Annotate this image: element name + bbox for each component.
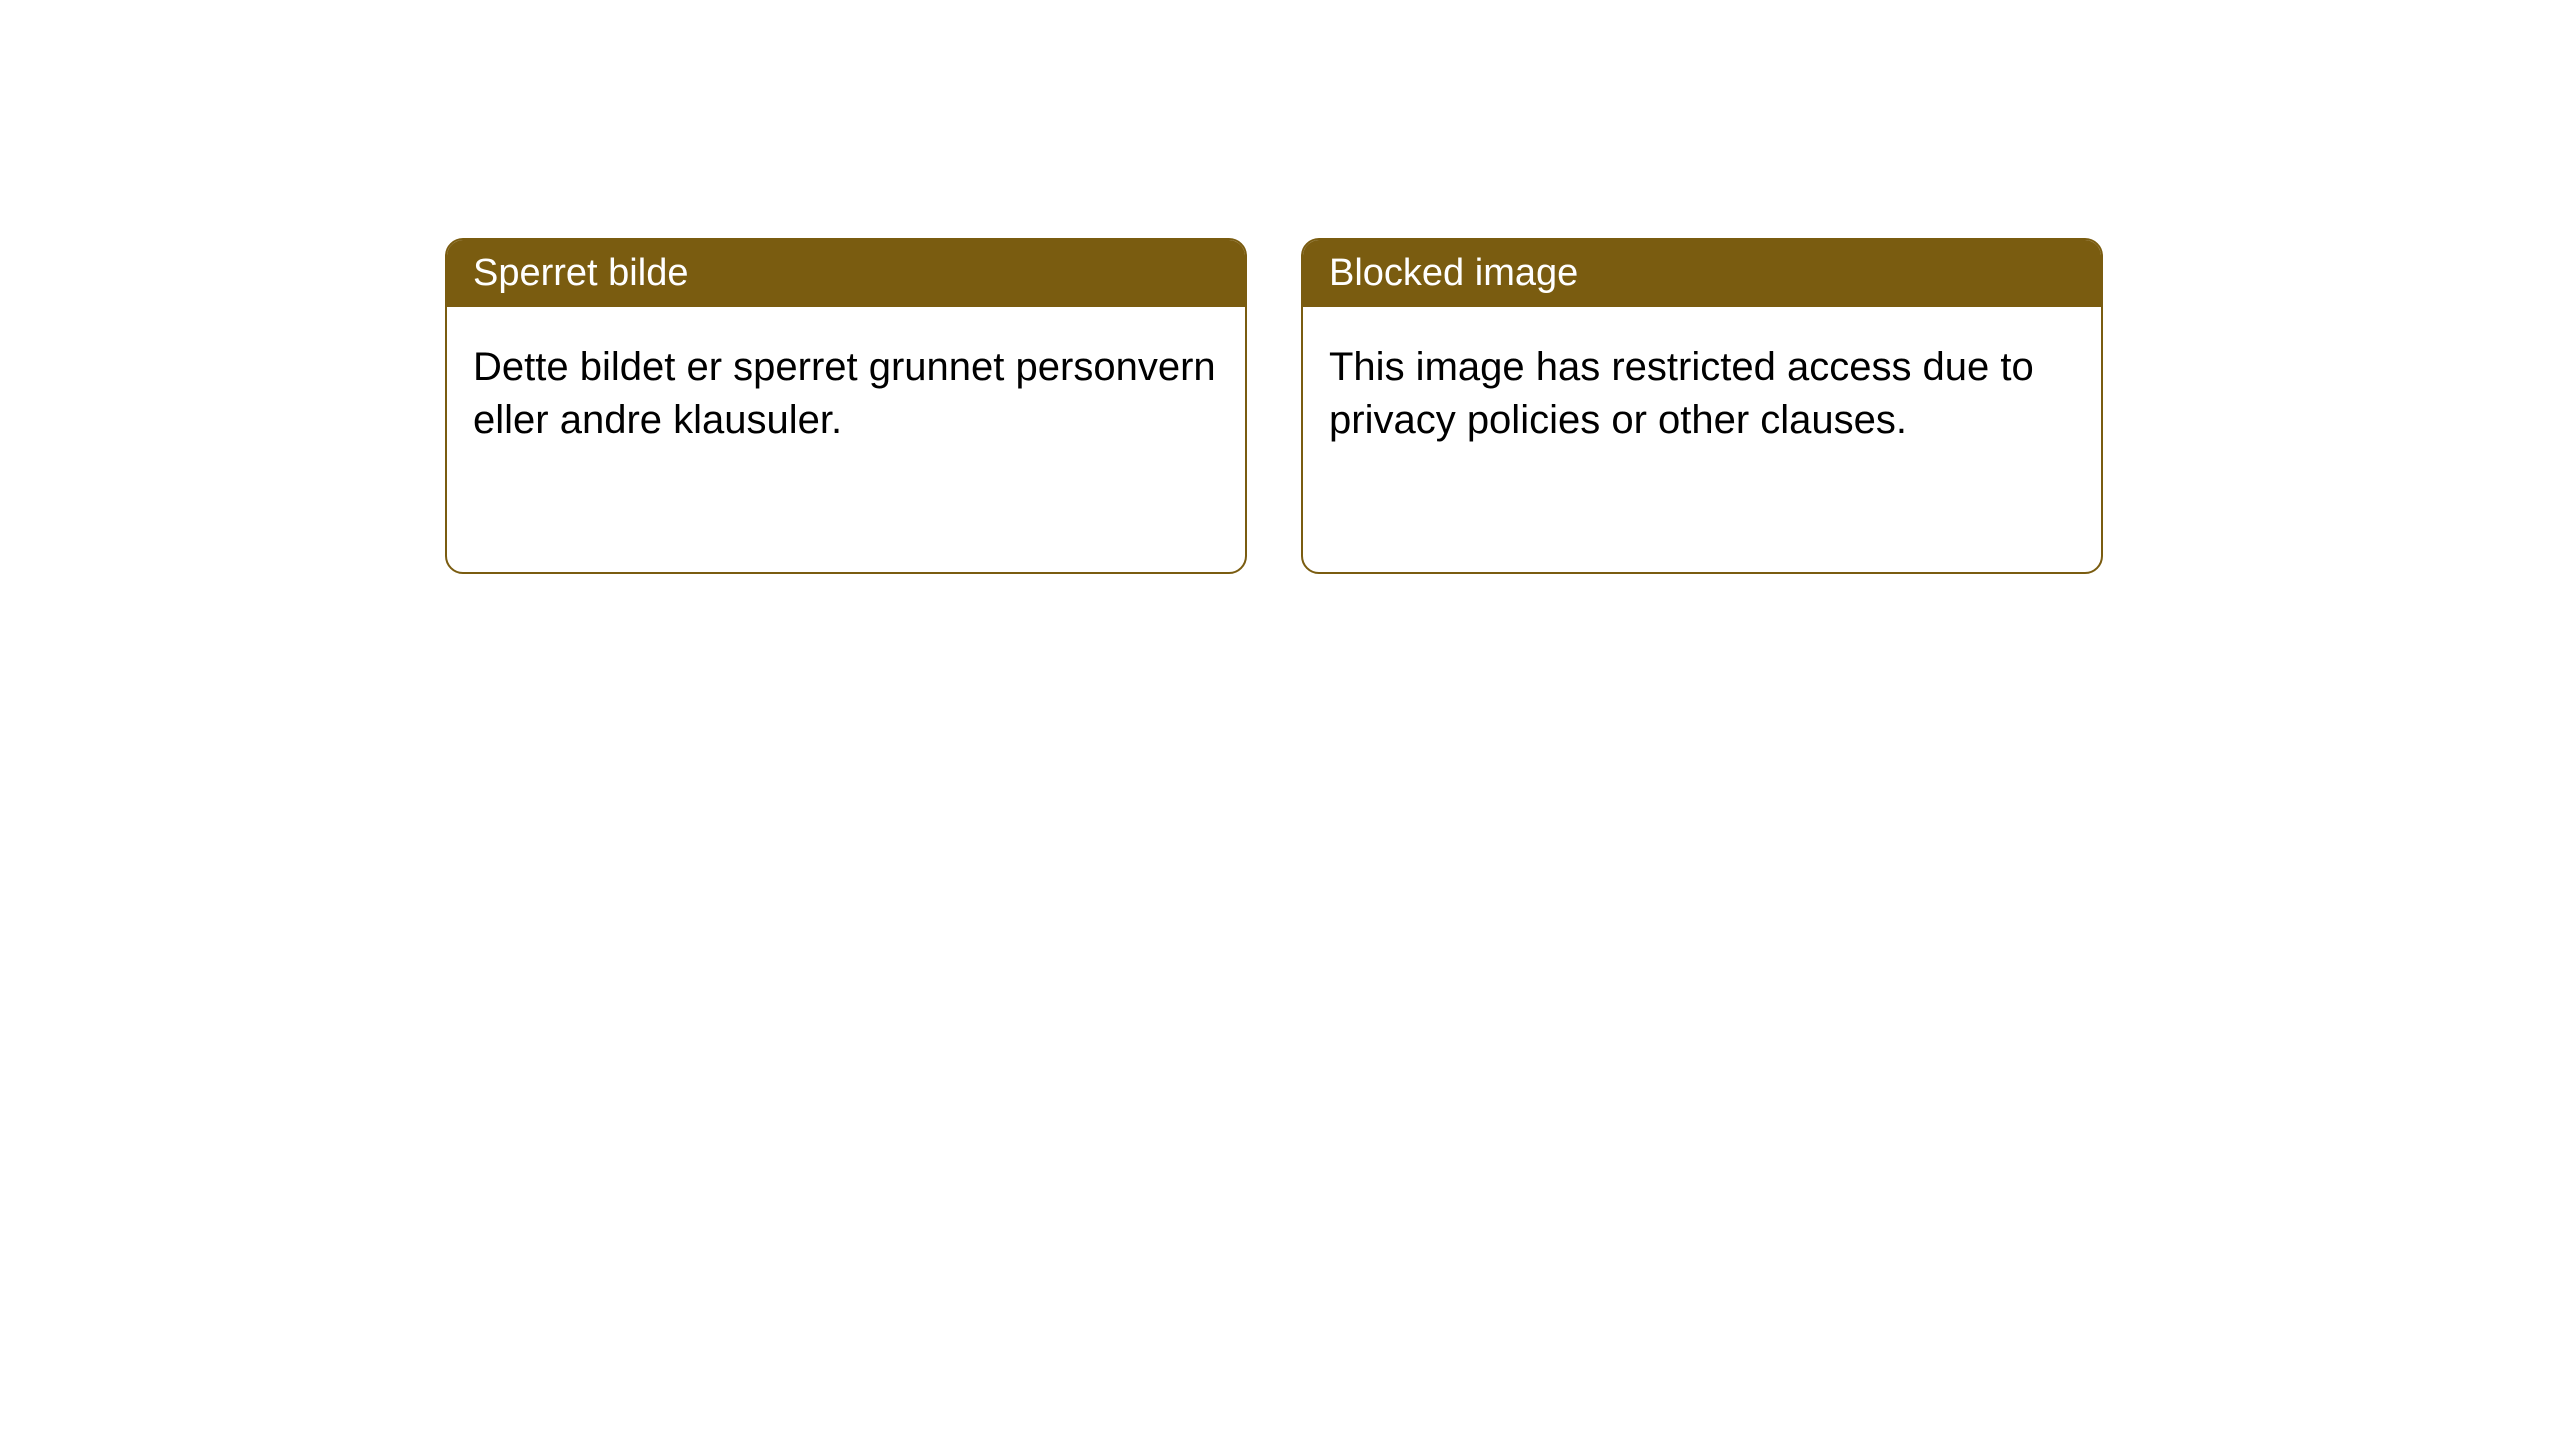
notice-body-text: Dette bildet er sperret grunnet personve… — [473, 345, 1216, 442]
notice-card-english: Blocked image This image has restricted … — [1301, 238, 2103, 574]
notice-title: Blocked image — [1329, 252, 1578, 294]
notice-body: Dette bildet er sperret grunnet personve… — [447, 307, 1245, 481]
notice-header: Sperret bilde — [447, 240, 1245, 307]
notice-body-text: This image has restricted access due to … — [1329, 345, 2034, 442]
notice-title: Sperret bilde — [473, 252, 688, 294]
notice-container: Sperret bilde Dette bildet er sperret gr… — [0, 0, 2560, 574]
notice-header: Blocked image — [1303, 240, 2101, 307]
notice-card-norwegian: Sperret bilde Dette bildet er sperret gr… — [445, 238, 1247, 574]
notice-body: This image has restricted access due to … — [1303, 307, 2101, 481]
